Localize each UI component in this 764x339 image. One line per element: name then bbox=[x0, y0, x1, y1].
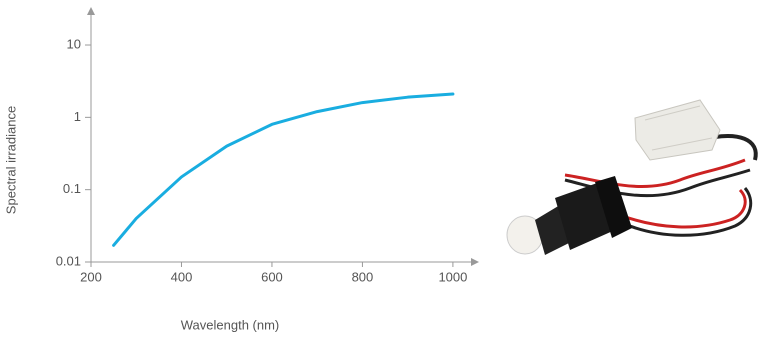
x-tick-label: 600 bbox=[261, 269, 283, 284]
y-tick-label: 0.01 bbox=[56, 253, 81, 268]
x-axis-arrow bbox=[471, 258, 479, 266]
y-axis-arrow bbox=[87, 7, 95, 15]
x-tick-label: 400 bbox=[171, 269, 193, 284]
x-axis-label: Wavelength (nm) bbox=[181, 317, 280, 332]
y-tick-label: 1 bbox=[74, 109, 81, 124]
line bbox=[112, 92, 455, 247]
product-photo bbox=[506, 99, 758, 255]
x-tick-label: 200 bbox=[80, 269, 102, 284]
y-tick-label: 0.1 bbox=[63, 181, 81, 196]
x-tick-label: 800 bbox=[352, 269, 374, 284]
y-axis-label: Spectral irradiance bbox=[3, 106, 18, 214]
x-tick-label: 1000 bbox=[438, 269, 467, 284]
y-tick-label: 10 bbox=[67, 36, 81, 51]
